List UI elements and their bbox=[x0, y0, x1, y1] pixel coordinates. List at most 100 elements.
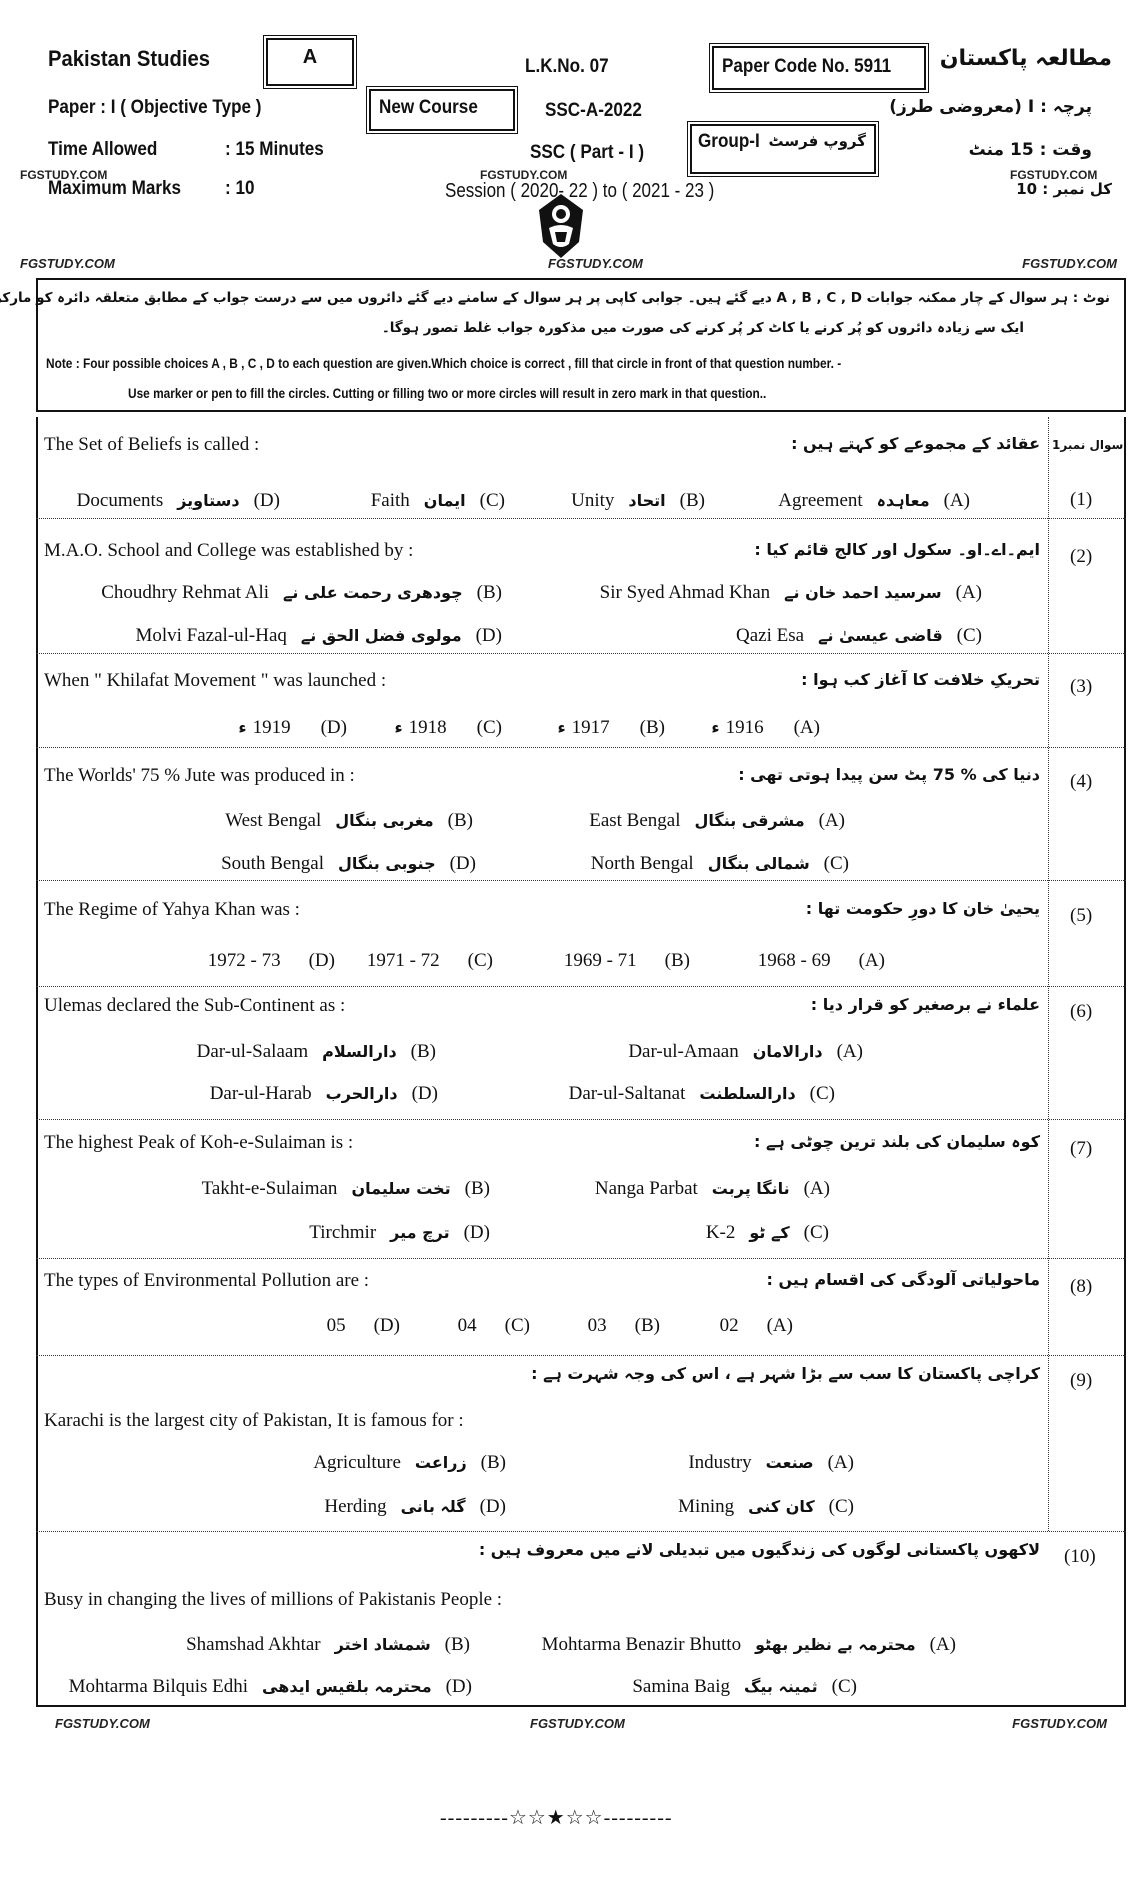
answer-option-a[interactable]: 02 (A) bbox=[720, 1315, 793, 1337]
option-text-urdu: ء bbox=[238, 718, 247, 737]
answer-option-d[interactable]: South Bengal جنوبی بنگال (D) bbox=[221, 853, 476, 875]
answer-option-c[interactable]: North Bengal شمالی بنگال (C) bbox=[591, 853, 849, 875]
option-text-english: 1916 bbox=[725, 717, 764, 738]
paper-type-urdu: پرچہ : I (معروضی طرز) bbox=[889, 97, 1092, 117]
answer-option-d[interactable]: Molvi Fazal-ul-Haq مولوی فضل الحق نے (D) bbox=[135, 625, 502, 647]
answer-option-b[interactable]: Dar-ul-Salaam دارالسلام (B) bbox=[197, 1041, 436, 1063]
answer-option-c[interactable]: Samina Baig ثمینہ بیگ (C) bbox=[632, 1676, 857, 1698]
option-text-english: Dar-ul-Saltanat bbox=[568, 1083, 686, 1104]
option-text-urdu: معاہدہ bbox=[876, 491, 930, 510]
option-letter: (A) bbox=[858, 950, 885, 971]
option-text-english: Documents bbox=[76, 490, 164, 511]
option-letter: (B) bbox=[447, 810, 473, 831]
option-letter: (B) bbox=[639, 717, 665, 738]
answer-option-c[interactable]: ء 1918 (C) bbox=[394, 717, 502, 739]
answer-option-b[interactable]: 1969 - 71 (B) bbox=[564, 950, 690, 972]
question-text-urdu: لاکھوں پاکستانی لوگوں کی زندگیوں میں تبد… bbox=[478, 1540, 1040, 1559]
option-text-english: 02 bbox=[719, 1315, 739, 1336]
group-box: Group-I گروپ فرسٹ bbox=[687, 121, 879, 177]
answer-option-c[interactable]: Mining کان کنی (C) bbox=[678, 1496, 854, 1518]
version-label: A bbox=[302, 46, 318, 68]
watermark: FGSTUDY.COM bbox=[548, 256, 643, 271]
answer-option-c[interactable]: Faith ایمان (C) bbox=[371, 490, 505, 512]
watermark: FGSTUDY.COM bbox=[1022, 256, 1117, 271]
option-text-english: 1969 - 71 bbox=[563, 950, 637, 971]
option-text-english: Dar-ul-Harab bbox=[209, 1083, 312, 1104]
question-number: (6) bbox=[1070, 1001, 1093, 1022]
answer-option-b[interactable]: Choudhry Rehmat Ali چودھری رحمت علی نے (B) bbox=[101, 582, 502, 604]
watermark: FGSTUDY.COM bbox=[530, 1716, 625, 1731]
answer-option-d[interactable]: Tirchmir ترچ میر (D) bbox=[309, 1222, 490, 1244]
option-text-english: Dar-ul-Amaan bbox=[628, 1041, 739, 1062]
option-text-urdu: سرسید احمد خان نے bbox=[784, 583, 942, 602]
option-text-english: Industry bbox=[688, 1452, 752, 1473]
option-text-urdu: شمشاد اختر bbox=[334, 1635, 431, 1654]
option-letter: (C) bbox=[809, 1083, 835, 1104]
option-letter: (C) bbox=[467, 950, 493, 971]
time-label: Time Allowed bbox=[48, 139, 158, 160]
option-text-urdu: جنوبی بنگال bbox=[338, 854, 436, 873]
option-text-english: Agriculture bbox=[313, 1452, 401, 1473]
question-number: (3) bbox=[1070, 676, 1093, 697]
option-letter: (A) bbox=[766, 1315, 793, 1336]
question-text-urdu: علماء نے برصغیر کو قرار دیا : bbox=[810, 995, 1040, 1014]
option-letter: (B) bbox=[634, 1315, 660, 1336]
answer-option-b[interactable]: Takht-e-Sulaiman تخت سلیمان (B) bbox=[202, 1178, 490, 1200]
option-text-english: Mohtarma Benazir Bhutto bbox=[541, 1634, 742, 1655]
group-label-urdu: گروپ فرسٹ bbox=[768, 132, 866, 150]
option-letter: (D) bbox=[463, 1222, 490, 1243]
answer-option-a[interactable]: Agreement معاہدہ (A) bbox=[778, 490, 970, 512]
marks-label: Maximum Marks bbox=[48, 178, 182, 199]
subject-title-urdu: مطالعہ پاکستان bbox=[939, 46, 1112, 71]
option-text-urdu: ایمان bbox=[423, 491, 466, 510]
option-text-urdu: مغربی بنگال bbox=[335, 811, 434, 830]
option-text-urdu: ء bbox=[711, 718, 720, 737]
answer-option-d[interactable]: 05 (D) bbox=[327, 1315, 400, 1337]
answer-option-a[interactable]: 1968 - 69 (A) bbox=[758, 950, 885, 972]
question-text-urdu: تحریکِ خلافت کا آغاز کب ہوا : bbox=[801, 670, 1040, 689]
answer-option-a[interactable]: Nanga Parbat نانگا پربت (A) bbox=[595, 1178, 830, 1200]
answer-option-b[interactable]: ء 1917 (B) bbox=[557, 717, 665, 739]
option-letter: (A) bbox=[836, 1041, 863, 1062]
question-divider bbox=[36, 1531, 1126, 1532]
answer-option-d[interactable]: 1972 - 73 (D) bbox=[208, 950, 335, 972]
answer-option-a[interactable]: Dar-ul-Amaan دارالامان (A) bbox=[628, 1041, 863, 1063]
option-text-english: 1919 bbox=[252, 717, 291, 738]
answer-option-c[interactable]: K-2 کے ٹو (C) bbox=[706, 1222, 829, 1244]
answer-option-a[interactable]: Industry صنعت (A) bbox=[688, 1452, 854, 1474]
option-text-urdu: ترچ میر bbox=[390, 1223, 450, 1242]
answer-option-c[interactable]: 1971 - 72 (C) bbox=[367, 950, 493, 972]
answer-option-c[interactable]: Qazi Esa قاضی عیسیٰ نے (C) bbox=[736, 625, 982, 647]
answer-option-b[interactable]: Unity اتحاد (B) bbox=[571, 490, 705, 512]
answer-option-b[interactable]: West Bengal مغربی بنگال (B) bbox=[225, 810, 473, 832]
option-text-english: 1971 - 72 bbox=[366, 950, 440, 971]
time-value: : 15 Minutes bbox=[225, 139, 324, 160]
option-text-english: Molvi Fazal-ul-Haq bbox=[135, 625, 287, 646]
option-text-english: Shamshad Akhtar bbox=[186, 1634, 321, 1655]
answer-option-b[interactable]: Agriculture زراعت (B) bbox=[313, 1452, 506, 1474]
watermark: FGSTUDY.COM bbox=[20, 168, 108, 182]
answer-option-d[interactable]: Mohtarma Bilquis Edhi محترمہ بلقیس ایدھی (… bbox=[69, 1676, 472, 1698]
option-letter: (A) bbox=[929, 1634, 956, 1655]
answer-option-a[interactable]: Mohtarma Benazir Bhutto محترمہ بے نظیر بھ… bbox=[542, 1634, 956, 1656]
answer-option-a[interactable]: East Bengal مشرقی بنگال (A) bbox=[589, 810, 845, 832]
answer-option-d[interactable]: Documents دستاویز (D) bbox=[77, 490, 280, 512]
answer-option-a[interactable]: Sir Syed Ahmad Khan سرسید احمد خان نے (A) bbox=[600, 582, 982, 604]
answer-option-c[interactable]: 04 (C) bbox=[458, 1315, 530, 1337]
option-text-urdu: نانگا پربت bbox=[711, 1179, 790, 1198]
answer-option-b[interactable]: 03 (B) bbox=[588, 1315, 660, 1337]
answer-option-d[interactable]: ء 1919 (D) bbox=[238, 717, 347, 739]
option-text-english: North Bengal bbox=[590, 853, 694, 874]
answer-option-c[interactable]: Dar-ul-Saltanat دارالسلطنت (C) bbox=[569, 1083, 835, 1105]
answer-option-d[interactable]: Herding گلہ بانی (D) bbox=[324, 1496, 506, 1518]
answer-option-a[interactable]: ء 1916 (A) bbox=[711, 717, 820, 739]
option-text-urdu: قاضی عیسیٰ نے bbox=[818, 626, 943, 645]
answer-option-b[interactable]: Shamshad Akhtar شمشاد اختر (B) bbox=[186, 1634, 470, 1656]
option-text-english: 1968 - 69 bbox=[757, 950, 831, 971]
question-divider bbox=[36, 880, 1126, 881]
marks-value: : 10 bbox=[225, 178, 255, 199]
answer-option-d[interactable]: Dar-ul-Harab دارالحرب (D) bbox=[210, 1083, 438, 1105]
option-letter: (D) bbox=[449, 853, 476, 874]
question-number-label-urdu: سوال نمبر1 bbox=[1052, 438, 1124, 452]
